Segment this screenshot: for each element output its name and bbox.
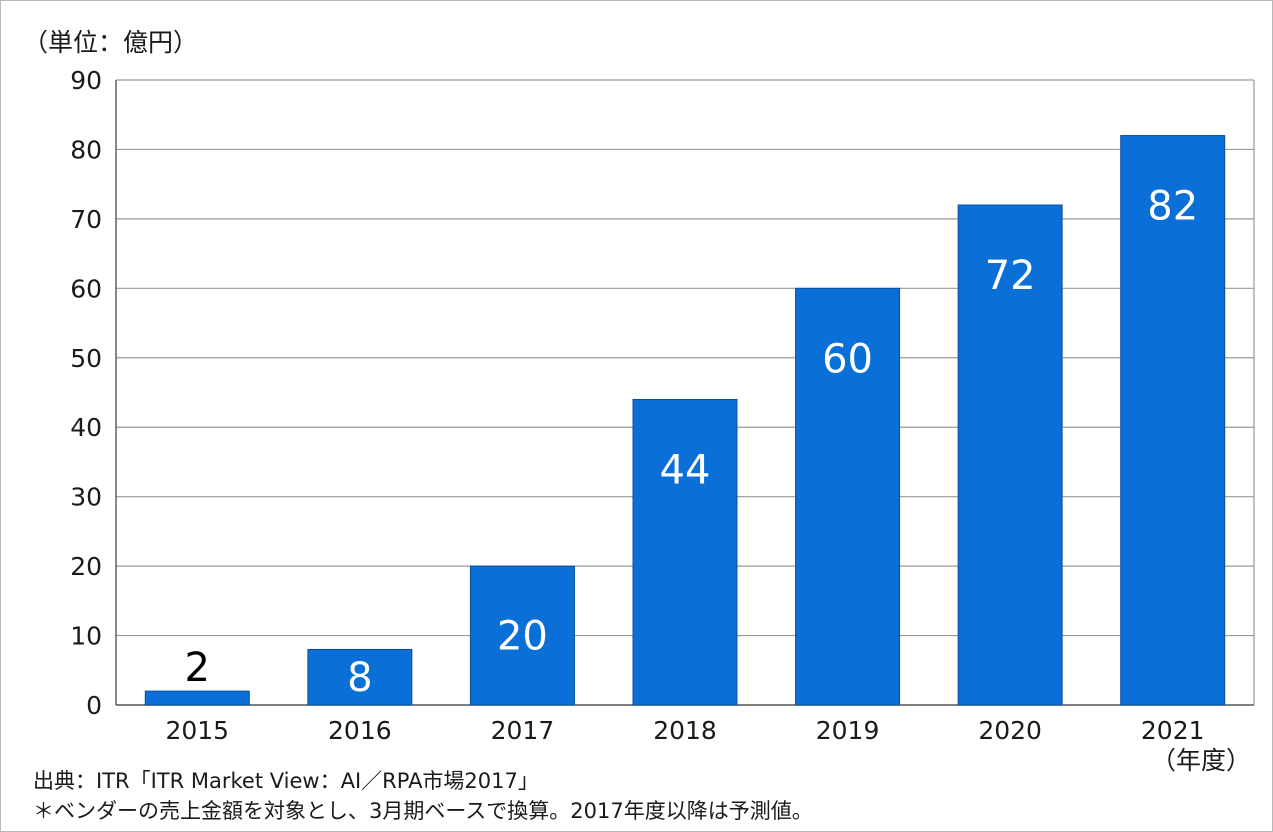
unit-label: （単位：億円） [23, 28, 198, 57]
x-tick-label: 2019 [816, 716, 880, 745]
x-tick-label: 2021 [1141, 716, 1205, 745]
data-label-2018: 44 [660, 447, 711, 493]
x-tick-label: 2016 [328, 716, 392, 745]
bar-2020 [957, 204, 1063, 706]
bar-2018 [632, 398, 738, 706]
data-label-2020: 72 [985, 253, 1036, 299]
x-tick-label: 2015 [165, 716, 229, 745]
x-tick-label: 2020 [978, 716, 1042, 745]
y-tick-label: 70 [70, 205, 102, 234]
y-tick-label: 80 [70, 135, 102, 164]
bar-2019 [795, 287, 901, 706]
data-label-2016: 8 [347, 655, 372, 701]
data-label-2021: 82 [1147, 184, 1198, 230]
y-tick-label: 10 [70, 622, 102, 651]
y-tick-label: 60 [70, 274, 102, 303]
remark-footnote: ＊ベンダーの売上金額を対象とし、3月期ベースで換算。2017年度以降は予測値。 [33, 799, 813, 823]
bar-2021 [1120, 135, 1226, 706]
data-label-2019: 60 [822, 336, 873, 382]
x-tick-label: 2018 [653, 716, 717, 745]
y-tick-label: 90 [70, 66, 102, 95]
x-axis-ticks: 2015 2016 2017 2018 2019 2020 2021 [165, 716, 1204, 745]
data-label-2015: 2 [185, 645, 210, 691]
bar-2015 [144, 690, 250, 706]
x-unit-label: （年度） [1151, 746, 1251, 775]
y-tick-label: 0 [86, 691, 102, 720]
x-tick-label: 2017 [491, 716, 555, 745]
bars [144, 135, 1226, 706]
bar-2017 [469, 565, 575, 706]
source-footnote: 出典：ITR「ITR Market View：AI／RPA市場2017」 [33, 769, 539, 793]
data-label-2017: 20 [497, 614, 548, 660]
bar-2016 [307, 648, 413, 706]
y-axis-ticks: 0 10 20 30 40 50 60 70 80 90 [70, 66, 102, 720]
y-tick-label: 30 [70, 483, 102, 512]
y-tick-label: 40 [70, 413, 102, 442]
y-tick-label: 50 [70, 344, 102, 373]
data-labels: 2 8 20 44 60 72 82 [185, 184, 1199, 702]
y-tick-label: 20 [70, 552, 102, 581]
